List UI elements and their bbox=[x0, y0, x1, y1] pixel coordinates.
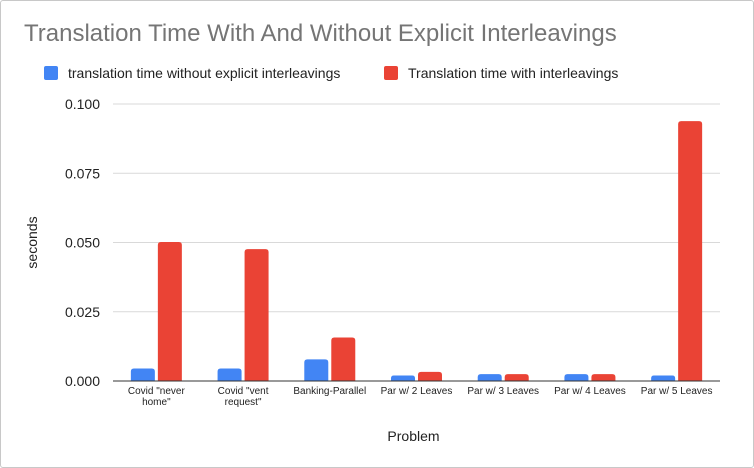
bar-with-interleavings-3 bbox=[331, 337, 356, 381]
legend-item-with-interleavings: Translation time with interleavings bbox=[384, 64, 618, 82]
bar-with-interleavings-7 bbox=[678, 121, 703, 381]
legend-swatch-red bbox=[384, 66, 398, 80]
bar-without-interleavings-4 bbox=[391, 375, 415, 381]
bars bbox=[130, 121, 703, 381]
bar-with-interleavings-6 bbox=[591, 374, 616, 381]
bar-without-interleavings-5 bbox=[477, 374, 502, 381]
x-tick-label: Par w/ 4 Leaves bbox=[554, 386, 626, 397]
y-tick-label: 0.000 bbox=[65, 373, 100, 389]
bar-without-interleavings-7 bbox=[651, 375, 676, 381]
y-tick-label: 0.050 bbox=[65, 235, 100, 251]
x-axis-label: Problem bbox=[387, 428, 439, 444]
x-tick-label: Par w/ 5 Leaves bbox=[641, 386, 713, 397]
bar-with-interleavings-2 bbox=[244, 249, 269, 381]
x-tick-label: Covid "vent request" bbox=[218, 386, 269, 408]
legend-item-without-interleavings: translation time without explicit interl… bbox=[44, 64, 340, 82]
y-tick-label: 0.075 bbox=[65, 165, 100, 181]
bar-with-interleavings-4 bbox=[418, 371, 442, 381]
legend-label-without-interleavings: translation time without explicit interl… bbox=[68, 65, 341, 81]
y-tick-label: 0.100 bbox=[65, 96, 100, 112]
bar-without-interleavings-6 bbox=[564, 374, 589, 381]
chart-title: Translation Time With And Without Explic… bbox=[24, 20, 617, 47]
legend-swatch-blue bbox=[44, 66, 58, 80]
legend-label-with-interleavings: Translation time with interleavings bbox=[408, 65, 619, 81]
y-axis-ticks: 0.000 0.025 0.050 0.075 0.100 bbox=[65, 96, 100, 389]
y-tick-label: 0.025 bbox=[65, 304, 100, 320]
bar-without-interleavings-1 bbox=[130, 368, 155, 381]
y-axis-label: seconds bbox=[24, 216, 40, 268]
gridlines bbox=[113, 103, 720, 313]
bar-with-interleavings-1 bbox=[157, 241, 182, 381]
x-tick-label: Par w/ 2 Leaves bbox=[381, 386, 453, 397]
x-tick-label: Par w/ 3 Leaves bbox=[467, 386, 539, 397]
bar-with-interleavings-5 bbox=[504, 374, 529, 381]
bar-without-interleavings-3 bbox=[304, 359, 329, 381]
x-axis-ticks: Covid "never home" Covid "vent request" Bank… bbox=[128, 386, 713, 408]
x-tick-label: Banking-Parallel bbox=[293, 386, 366, 397]
bar-without-interleavings-2 bbox=[217, 368, 242, 381]
x-tick-label: Covid "never home" bbox=[128, 386, 186, 408]
